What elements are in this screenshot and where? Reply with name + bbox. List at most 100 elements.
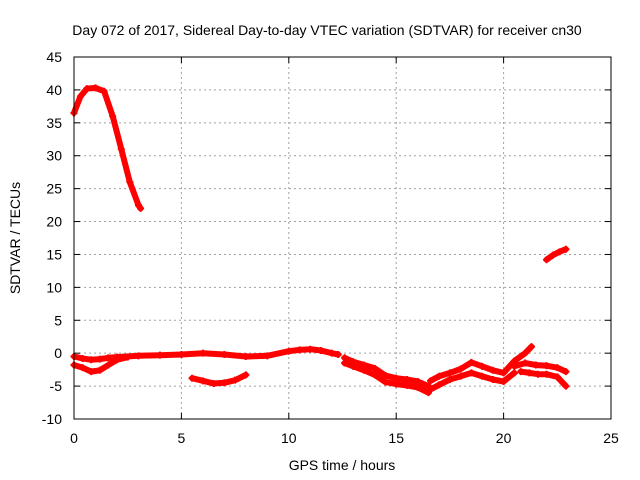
- data-point: [392, 380, 400, 388]
- data-point: [371, 364, 379, 372]
- y-tick-label: 25: [46, 181, 62, 197]
- data-point: [306, 345, 314, 353]
- data-point: [113, 353, 121, 361]
- data-point: [543, 370, 551, 378]
- data-point: [489, 376, 497, 384]
- data-point: [231, 376, 239, 384]
- series-band-late-c: [510, 359, 570, 376]
- data-point: [96, 355, 104, 363]
- data-point: [555, 248, 563, 256]
- data-point: [87, 368, 95, 376]
- y-tick-label: -5: [50, 378, 63, 394]
- data-point: [285, 347, 293, 355]
- data-point: [435, 381, 443, 389]
- data-point: [562, 382, 570, 390]
- data-point: [188, 374, 196, 382]
- data-point: [534, 370, 542, 378]
- data-point: [104, 354, 112, 362]
- x-tick-label: 5: [178, 430, 186, 446]
- data-point: [328, 349, 336, 357]
- x-tick-label: 0: [70, 430, 78, 446]
- data-point: [79, 354, 87, 362]
- data-point: [242, 371, 250, 379]
- data-point: [457, 372, 465, 380]
- y-tick-label: 10: [46, 279, 62, 295]
- series-band-main: [113, 345, 342, 361]
- data-point: [126, 178, 134, 186]
- data-point: [521, 359, 529, 367]
- data-point: [79, 364, 87, 372]
- data-point: [435, 372, 443, 380]
- y-tick-label: -10: [42, 411, 62, 427]
- y-tick-label: 0: [54, 345, 62, 361]
- y-tick-label: 15: [46, 246, 62, 262]
- data-point: [87, 356, 95, 364]
- data-point: [76, 92, 84, 100]
- y-tick-label: 45: [46, 49, 62, 65]
- data-point: [220, 350, 228, 358]
- y-tick-label: 30: [46, 148, 62, 164]
- data-point: [521, 349, 529, 357]
- series-band-late-d: [517, 368, 570, 390]
- data-point: [199, 377, 207, 385]
- data-point: [500, 369, 508, 377]
- data-point: [334, 350, 342, 358]
- series-line: [71, 84, 144, 212]
- data-point: [528, 343, 536, 351]
- data-point: [553, 373, 561, 381]
- data-point: [510, 362, 518, 370]
- series-band-late-b: [427, 369, 518, 393]
- data-point: [500, 377, 508, 385]
- y-tick-label: 40: [46, 82, 62, 98]
- series-band-dip-arc: [188, 371, 250, 387]
- y-axis-tick-labels: -10 -5 0 5 10 15 20 25 30 35 40 45: [42, 49, 62, 427]
- data-point: [403, 376, 411, 384]
- data-point: [403, 381, 411, 389]
- data-point: [478, 372, 486, 380]
- data-point: [177, 350, 185, 358]
- series-arc-early-high: [70, 84, 145, 212]
- data-point: [109, 112, 117, 120]
- data-point: [381, 372, 389, 380]
- x-axis-tick-labels: 0 5 10 15 20 25: [70, 430, 619, 446]
- data-point: [83, 85, 91, 93]
- data-point: [199, 349, 207, 357]
- data-point: [427, 377, 435, 385]
- data-point: [371, 371, 379, 379]
- data-point: [427, 385, 435, 393]
- y-axis-title: SDTVAR / TECUs: [7, 182, 23, 294]
- data-point: [457, 365, 465, 373]
- data-point: [156, 351, 164, 359]
- data-point: [392, 374, 400, 382]
- x-tick-label: 25: [603, 430, 619, 446]
- data-point: [549, 251, 557, 259]
- data-point: [414, 383, 422, 391]
- data-point: [100, 87, 108, 95]
- series-group: [70, 84, 570, 397]
- chart-title: Day 072 of 2017, Sidereal Day-to-day VTE…: [72, 22, 582, 38]
- data-point: [220, 379, 228, 387]
- y-tick-label: 5: [54, 312, 62, 328]
- data-point: [96, 366, 104, 374]
- data-point: [446, 369, 454, 377]
- data-point: [467, 369, 475, 377]
- data-point: [242, 352, 250, 360]
- data-point: [104, 361, 112, 369]
- series-arc-late-high: [543, 245, 570, 264]
- data-point: [349, 362, 357, 370]
- axis-ticks: [73, 56, 612, 420]
- data-point: [489, 366, 497, 374]
- data-point: [381, 378, 389, 386]
- data-point: [532, 361, 540, 369]
- x-tick-label: 15: [388, 430, 404, 446]
- data-point: [562, 245, 570, 253]
- data-point: [341, 359, 349, 367]
- series-line: [543, 246, 569, 263]
- data-point: [543, 256, 551, 264]
- data-point: [91, 84, 99, 92]
- data-point: [360, 366, 368, 374]
- grid: [74, 57, 611, 419]
- data-point: [478, 362, 486, 370]
